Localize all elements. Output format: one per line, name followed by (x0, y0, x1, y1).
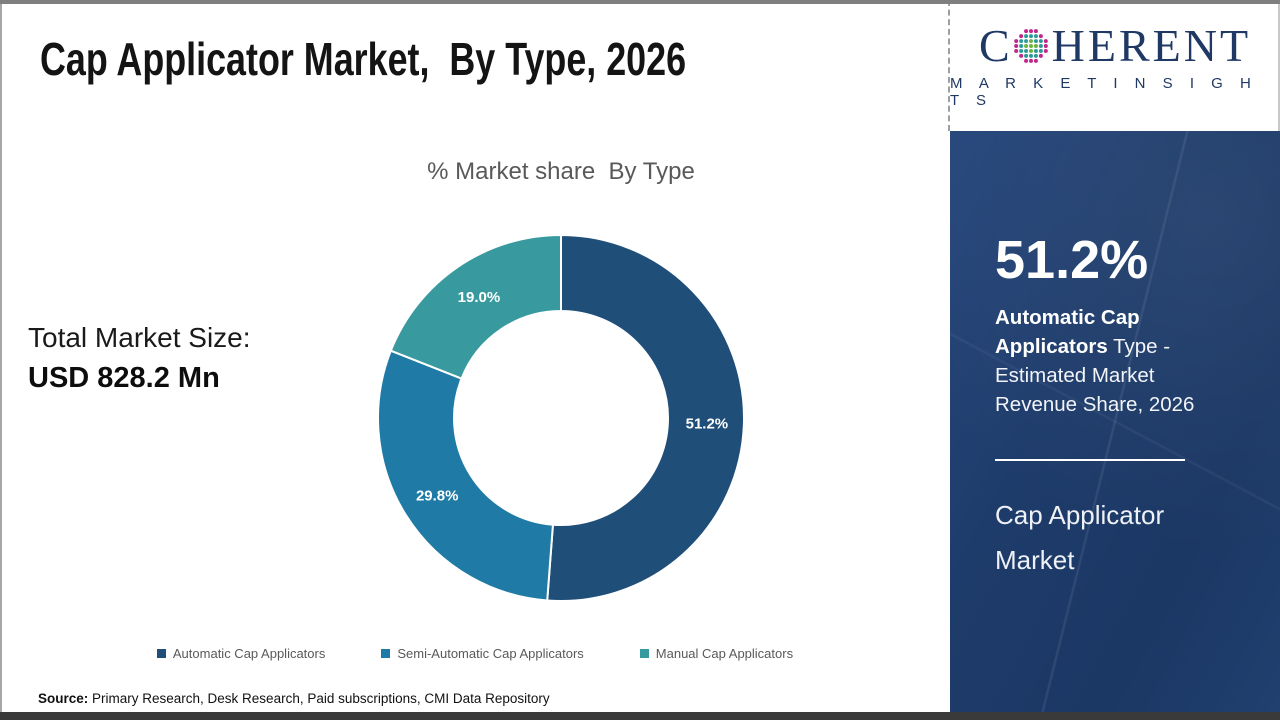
chart-legend: Automatic Cap Applicators Semi-Automatic… (0, 646, 950, 661)
brand-name-first-letter: C (978, 19, 1010, 71)
total-market-size-block: Total Market Size: USD 828.2 Mn (28, 322, 251, 395)
globe-dot (1028, 28, 1033, 33)
globe-dot (1013, 48, 1018, 53)
globe-dot (1043, 38, 1048, 43)
brand-name-rest: HERENT (1051, 19, 1252, 71)
total-market-size-value: USD 828.2 Mn (28, 362, 220, 394)
globe-dot (1023, 58, 1028, 63)
globe-dot (1013, 43, 1018, 48)
main-content-area: Cap Applicator Market, By Type, 2026 % M… (0, 33, 950, 706)
donut-slice (389, 233, 562, 380)
globe-dot (1033, 48, 1038, 53)
page-title: Cap Applicator Market, By Type, 2026 (40, 33, 687, 85)
legend-item-manual: Manual Cap Applicators (639, 646, 794, 661)
globe-dot (1033, 53, 1038, 58)
source-text: Primary Research, Desk Research, Paid su… (88, 691, 550, 706)
source-label: Source: (38, 691, 89, 706)
legend-label-semi-automatic: Semi-Automatic Cap Applicators (397, 646, 584, 661)
globe-dot (1033, 58, 1038, 63)
globe-dot (1028, 43, 1033, 48)
legend-label-manual: Manual Cap Applicators (655, 646, 794, 661)
source-line: Source: Primary Research, Desk Research,… (38, 691, 550, 706)
brand-logo: C HERENT (978, 19, 1252, 71)
globe-dot (1033, 43, 1038, 48)
globe-dot (1033, 38, 1038, 43)
total-market-size-label: Total Market Size: (28, 322, 251, 353)
globe-dot (1023, 53, 1028, 58)
bottom-frame-bar (0, 712, 1280, 720)
globe-dot (1028, 33, 1033, 38)
donut-slice-label: 29.8% (416, 487, 459, 504)
legend-swatch-manual (639, 649, 649, 658)
globe-dot (1018, 43, 1023, 48)
globe-dot (1018, 33, 1023, 38)
globe-dot (1033, 28, 1038, 33)
globe-dot (1043, 48, 1048, 53)
legend-swatch-semi-automatic (381, 649, 391, 658)
globe-dot (1038, 43, 1043, 48)
left-frame-edge (0, 0, 2, 720)
globe-dot (1018, 38, 1023, 43)
globe-dot (1038, 33, 1043, 38)
brand-tagline: M A R K E T I N S I G H T S (950, 74, 1258, 109)
donut-chart-svg: 51.2% 29.8% 19.0% (377, 233, 745, 602)
legend-swatch-automatic (156, 649, 166, 658)
right-sidebar: C HERENT M A R K E T I N S I G H T S 51.… (948, 0, 1280, 720)
legend-item-semi-automatic: Semi-Automatic Cap Applicators (381, 646, 584, 661)
highlight-stat-description: Automatic Cap Applicators Type - Estimat… (995, 303, 1213, 419)
donut-slice (377, 349, 555, 602)
globe-dot (1043, 43, 1048, 48)
globe-dot (1023, 38, 1028, 43)
globe-dot (1038, 48, 1043, 53)
globe-dot (1018, 53, 1023, 58)
panel-report-title: Cap Applicator Market (995, 500, 1165, 575)
globe-dot (1038, 53, 1043, 58)
donut-chart: 51.2% 29.8% 19.0% (331, 188, 791, 648)
donut-slice (546, 233, 745, 602)
globe-dot (1013, 38, 1018, 43)
globe-dot (1028, 53, 1033, 58)
globe-dot (1023, 43, 1028, 48)
top-frame-bar (0, 0, 1280, 4)
globe-dot (1023, 48, 1028, 53)
globe-dot (1038, 38, 1043, 43)
legend-item-automatic: Automatic Cap Applicators (156, 646, 326, 661)
panel-divider-line (995, 459, 1185, 461)
globe-dot (1023, 28, 1028, 33)
legend-label-automatic: Automatic Cap Applicators (172, 646, 326, 661)
globe-dot (1033, 33, 1038, 38)
brand-logo-area: C HERENT M A R K E T I N S I G H T S (950, 0, 1280, 131)
donut-slice-label: 51.2% (686, 416, 729, 433)
globe-dot (1028, 38, 1033, 43)
donut-slice-label: 19.0% (458, 289, 501, 306)
globe-dot (1018, 48, 1023, 53)
globe-dot (1028, 58, 1033, 63)
globe-dot (1028, 48, 1033, 53)
chart-title: % Market share By Type (427, 158, 695, 185)
highlight-stat-rest: Type - Estimated Market Revenue Share, 2… (995, 335, 1195, 416)
globe-dot (1023, 33, 1028, 38)
highlight-stat-bold: Automatic Cap Applicators (995, 306, 1140, 358)
right-frame-edge (1278, 0, 1280, 131)
dashed-separator (948, 0, 950, 131)
highlight-stat-value: 51.2% (995, 230, 1149, 290)
coherent-globe-icon (1013, 28, 1048, 63)
sidebar-highlight-panel: 51.2% Automatic Cap Applicators Type - E… (950, 131, 1280, 712)
